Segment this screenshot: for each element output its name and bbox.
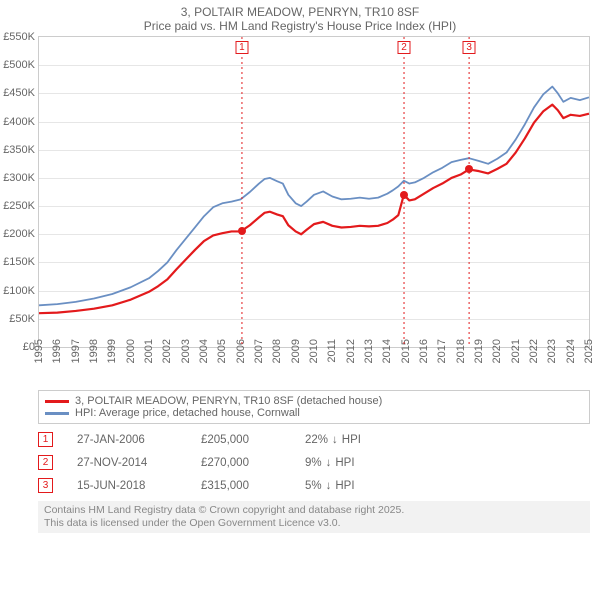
legend-swatch: [45, 400, 69, 403]
event-price: £315,000: [201, 480, 281, 492]
event-diff-pct: 9%: [305, 457, 322, 469]
event-row: 2 27-NOV-2014 £270,000 9% ↓HPI: [38, 455, 590, 470]
event-date: 27-NOV-2014: [77, 457, 177, 469]
down-arrow-icon: ↓: [332, 434, 338, 446]
legend-row: HPI: Average price, detached house, Corn…: [45, 407, 583, 419]
event-number-box: 1: [38, 432, 53, 447]
legend-label: HPI: Average price, detached house, Corn…: [75, 407, 300, 419]
event-price: £270,000: [201, 457, 281, 469]
event-row: 1 27-JAN-2006 £205,000 22% ↓ HPI: [38, 432, 590, 447]
legend: 3, POLTAIR MEADOW, PENRYN, TR10 8SF (det…: [38, 390, 590, 424]
legend-row: 3, POLTAIR MEADOW, PENRYN, TR10 8SF (det…: [45, 395, 583, 407]
y-tick-label: £550K: [3, 31, 35, 43]
sale-dot: [400, 191, 408, 199]
series-hpi: [39, 87, 589, 306]
event-date: 15-JUN-2018: [77, 480, 177, 492]
event-marker-box: 2: [398, 41, 411, 54]
y-tick-label: £150K: [3, 256, 35, 268]
y-tick-label: £50K: [9, 313, 35, 325]
event-marker-box: 1: [235, 41, 248, 54]
footer-line: This data is licensed under the Open Gov…: [44, 517, 584, 530]
plot-area: £0£50K£100K£150K£200K£250K£300K£350K£400…: [38, 36, 590, 348]
down-arrow-icon: ↓: [326, 480, 332, 492]
chart-title-block: 3, POLTAIR MEADOW, PENRYN, TR10 8SF Pric…: [0, 0, 600, 36]
event-diff-pct: 22%: [305, 434, 328, 446]
y-tick-label: £350K: [3, 144, 35, 156]
event-date: 27-JAN-2006: [77, 434, 177, 446]
chart-subtitle: Price paid vs. HM Land Registry's House …: [0, 19, 600, 33]
chart-title: 3, POLTAIR MEADOW, PENRYN, TR10 8SF: [0, 5, 600, 19]
events-table: 127-JAN-2006£205,00022%↓HPI227-NOV-2014£…: [38, 432, 590, 493]
event-marker-box: 3: [463, 41, 476, 54]
y-tick-label: £500K: [3, 59, 35, 71]
sale-dot: [465, 165, 473, 173]
chart-area: £0£50K£100K£150K£200K£250K£300K£350K£400…: [38, 36, 590, 348]
event-number-box: 3: [38, 478, 53, 493]
y-tick-label: £400K: [3, 116, 35, 128]
legend-label: 3, POLTAIR MEADOW, PENRYN, TR10 8SF (det…: [75, 395, 382, 407]
footer-line: Contains HM Land Registry data © Crown c…: [44, 504, 584, 517]
series-svg: [39, 37, 589, 347]
y-tick-label: £250K: [3, 200, 35, 212]
sale-dot: [238, 227, 246, 235]
y-tick-label: £100K: [3, 285, 35, 297]
event-row: 3 15-JUN-2018 £315,000 5% ↓HPI: [38, 478, 590, 493]
event-diff: 9% ↓HPI: [305, 457, 355, 469]
event-number-box: 2: [38, 455, 53, 470]
series-price_paid: [39, 105, 589, 314]
y-tick-label: £200K: [3, 228, 35, 240]
event-price: £205,000: [201, 434, 281, 446]
down-arrow-icon: ↓: [326, 457, 332, 469]
y-tick-label: £450K: [3, 87, 35, 99]
y-tick-label: £300K: [3, 172, 35, 184]
event-diff-pct: 5%: [305, 480, 322, 492]
event-diff-label: HPI: [335, 457, 354, 469]
legend-swatch: [45, 412, 69, 415]
event-diff: 5% ↓HPI: [305, 480, 355, 492]
attribution-footer: Contains HM Land Registry data © Crown c…: [38, 501, 590, 533]
event-diff-label: HPI: [335, 480, 354, 492]
event-diff: 22% ↓ HPI: [305, 434, 361, 446]
event-diff-label: HPI: [342, 434, 361, 446]
